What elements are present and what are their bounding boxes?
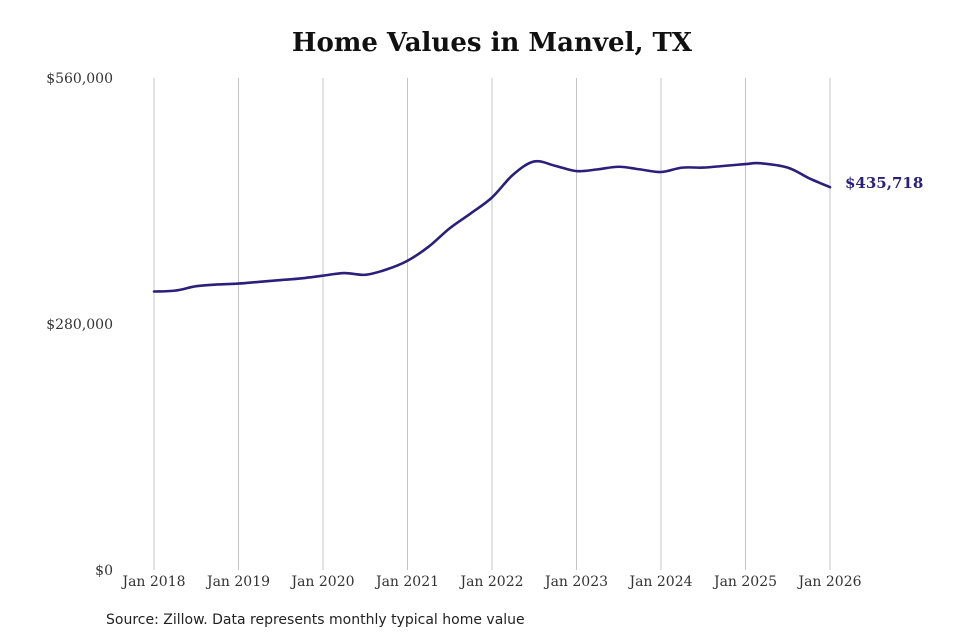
- source-note: Source: Zillow. Data represents monthly …: [106, 612, 525, 628]
- y-tick-label: $560,000: [46, 71, 113, 87]
- x-tick-label: Jan 2022: [458, 574, 523, 590]
- end-value-label: $435,718: [845, 174, 923, 192]
- x-tick-label: Jan 2025: [712, 574, 777, 590]
- y-tick-label: $280,000: [46, 317, 113, 333]
- x-tick-label: Jan 2024: [627, 574, 692, 590]
- x-tick-label: Jan 2023: [543, 574, 608, 590]
- x-tick-label: Jan 2021: [374, 574, 439, 590]
- y-axis-ticks: $0 $280,000 $560,000: [46, 71, 113, 579]
- grid-lines: [153, 78, 831, 570]
- series-line-home-values: [152, 159, 832, 293]
- x-tick-label: Jan 2020: [289, 574, 354, 590]
- x-axis-ticks: Jan 2018 Jan 2019 Jan 2020 Jan 2021 Jan 2022…: [120, 574, 861, 590]
- x-tick-label: Jan 2019: [205, 574, 270, 590]
- y-tick-label: $0: [95, 563, 113, 579]
- chart-title: Home Values in Manvel, TX: [291, 28, 693, 58]
- x-tick-label: Jan 2026: [796, 574, 861, 590]
- x-tick-label: Jan 2018: [120, 574, 185, 590]
